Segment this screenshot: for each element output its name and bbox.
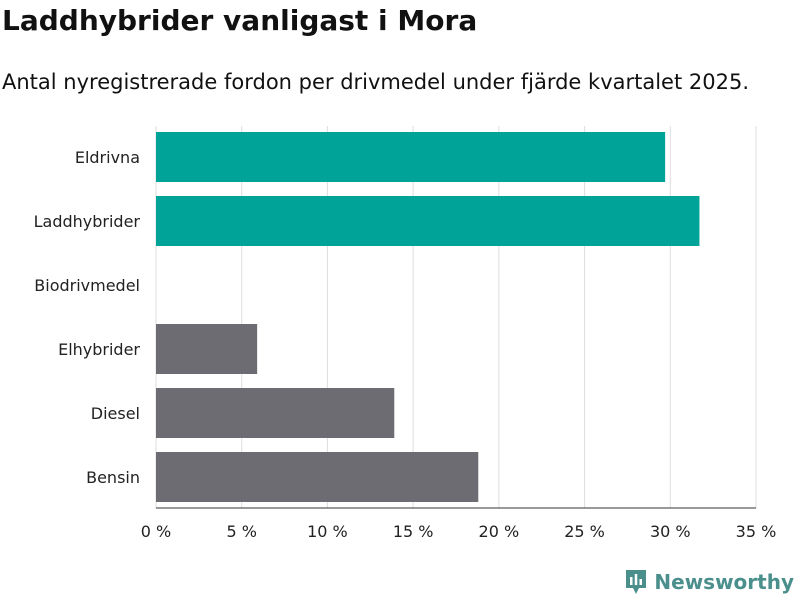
category-label: Biodrivmedel (34, 276, 140, 295)
bars (156, 132, 700, 502)
x-tick-label: 20 % (479, 522, 520, 541)
x-tick-label: 15 % (393, 522, 434, 541)
chart-title: Laddhybrider vanligast i Mora (2, 4, 478, 37)
x-tick-label: 5 % (226, 522, 256, 541)
category-label: Bensin (86, 468, 140, 487)
category-label: Elhybrider (58, 340, 140, 359)
chart-subtitle: Antal nyregistrerade fordon per drivmede… (2, 70, 750, 94)
bar-laddhybrider (156, 196, 700, 246)
x-axis-ticks: 0 % 5 % 10 % 15 % 20 % 25 % 30 % 35 % (141, 507, 777, 541)
x-tick-label: 30 % (650, 522, 691, 541)
x-tick-label: 35 % (736, 522, 777, 541)
x-tick-label: 10 % (307, 522, 348, 541)
bar-bensin (156, 452, 479, 502)
category-label: Eldrivna (75, 148, 140, 167)
bar-elhybrider (156, 324, 258, 374)
x-tick-label: 25 % (564, 522, 605, 541)
category-label: Laddhybrider (34, 212, 141, 231)
bar-diesel (156, 388, 395, 438)
category-labels: Eldrivna Laddhybrider Biodrivmedel Elhybrid… (34, 148, 141, 487)
bar-eldrivna (156, 132, 666, 182)
newsworthy-logo-icon (626, 570, 647, 594)
x-tick-label: 0 % (141, 522, 171, 541)
newsworthy-logo: Newsworthy (624, 568, 794, 596)
category-label: Diesel (91, 404, 140, 423)
newsworthy-logo-text: Newsworthy (654, 570, 794, 594)
grid-lines (155, 126, 757, 508)
